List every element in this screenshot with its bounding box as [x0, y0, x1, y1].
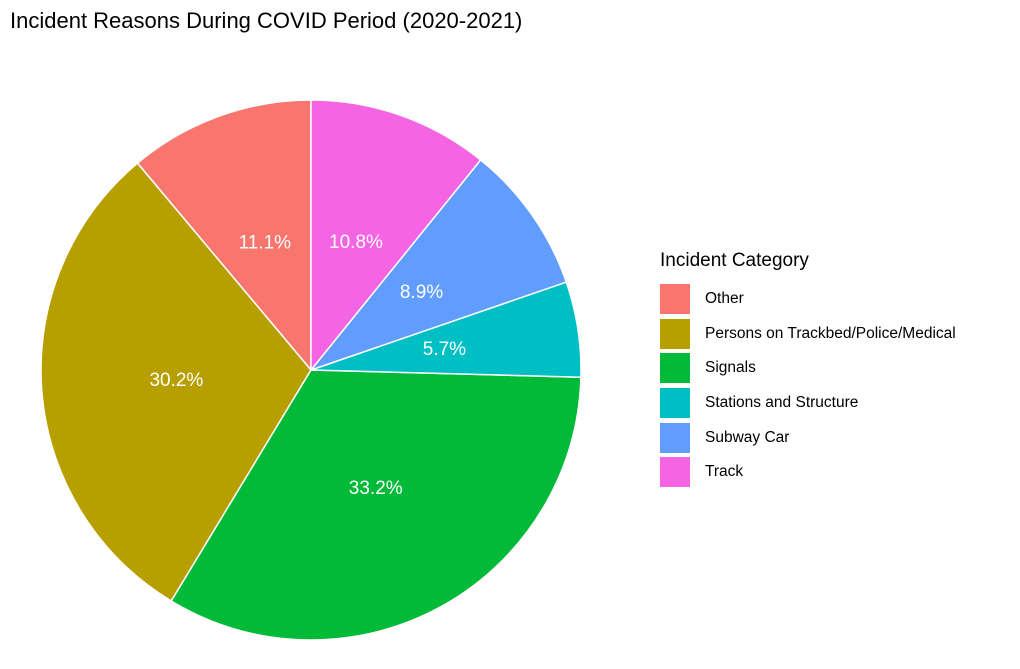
legend-item-other: Other	[660, 282, 956, 317]
legend-item-subway-car: Subway Car	[660, 420, 956, 455]
legend-key-other	[660, 284, 690, 315]
legend: Incident Category Other Persons on Trackb…	[660, 250, 956, 490]
legend-key-signals	[660, 353, 690, 384]
slice-label-signals: 33.2%	[349, 478, 403, 499]
legend-key-stations-and-structure	[660, 388, 690, 419]
slice-label-stations-and-structure: 5.7%	[423, 339, 466, 360]
legend-item-signals: Signals	[660, 351, 956, 386]
legend-label: Other	[705, 290, 744, 308]
slice-label-other: 11.1%	[239, 233, 292, 254]
slice-label-subway-car: 8.9%	[400, 282, 443, 303]
legend-label: Signals	[705, 359, 756, 377]
pie-slice-other	[136, 99, 312, 373]
pie-slice-track	[310, 99, 482, 373]
legend-item-persons-on-trackbed-police-medical: Persons on Trackbed/Police/Medical	[660, 317, 956, 352]
legend-key-track	[660, 457, 690, 488]
legend-item-stations-and-structure: Stations and Structure	[660, 386, 956, 421]
pie-slice-signals	[170, 369, 582, 641]
legend-label: Subway Car	[705, 428, 790, 446]
legend-item-track: Track	[660, 455, 956, 490]
legend-label: Track	[705, 463, 744, 481]
legend-label: Stations and Structure	[705, 394, 859, 412]
pie-slice-subway-car	[308, 158, 568, 372]
slice-label-persons-on-trackbed-police-medical: 30.2%	[149, 370, 203, 391]
legend-key-subway-car	[660, 422, 690, 453]
pie-slice-persons-on-trackbed-police-medical	[40, 162, 312, 603]
legend-key-persons-on-trackbed-police-medical	[660, 318, 690, 349]
slice-label-track: 10.8%	[329, 232, 383, 253]
legend-title: Incident Category	[660, 250, 809, 271]
legend-label: Persons on Trackbed/Police/Medical	[705, 324, 956, 342]
pie-chart: 11.1% 30.2% 33.2% 5.7% 8.9% 10.8%	[40, 99, 582, 641]
chart-title: Incident Reasons During COVID Period (20…	[10, 8, 523, 33]
